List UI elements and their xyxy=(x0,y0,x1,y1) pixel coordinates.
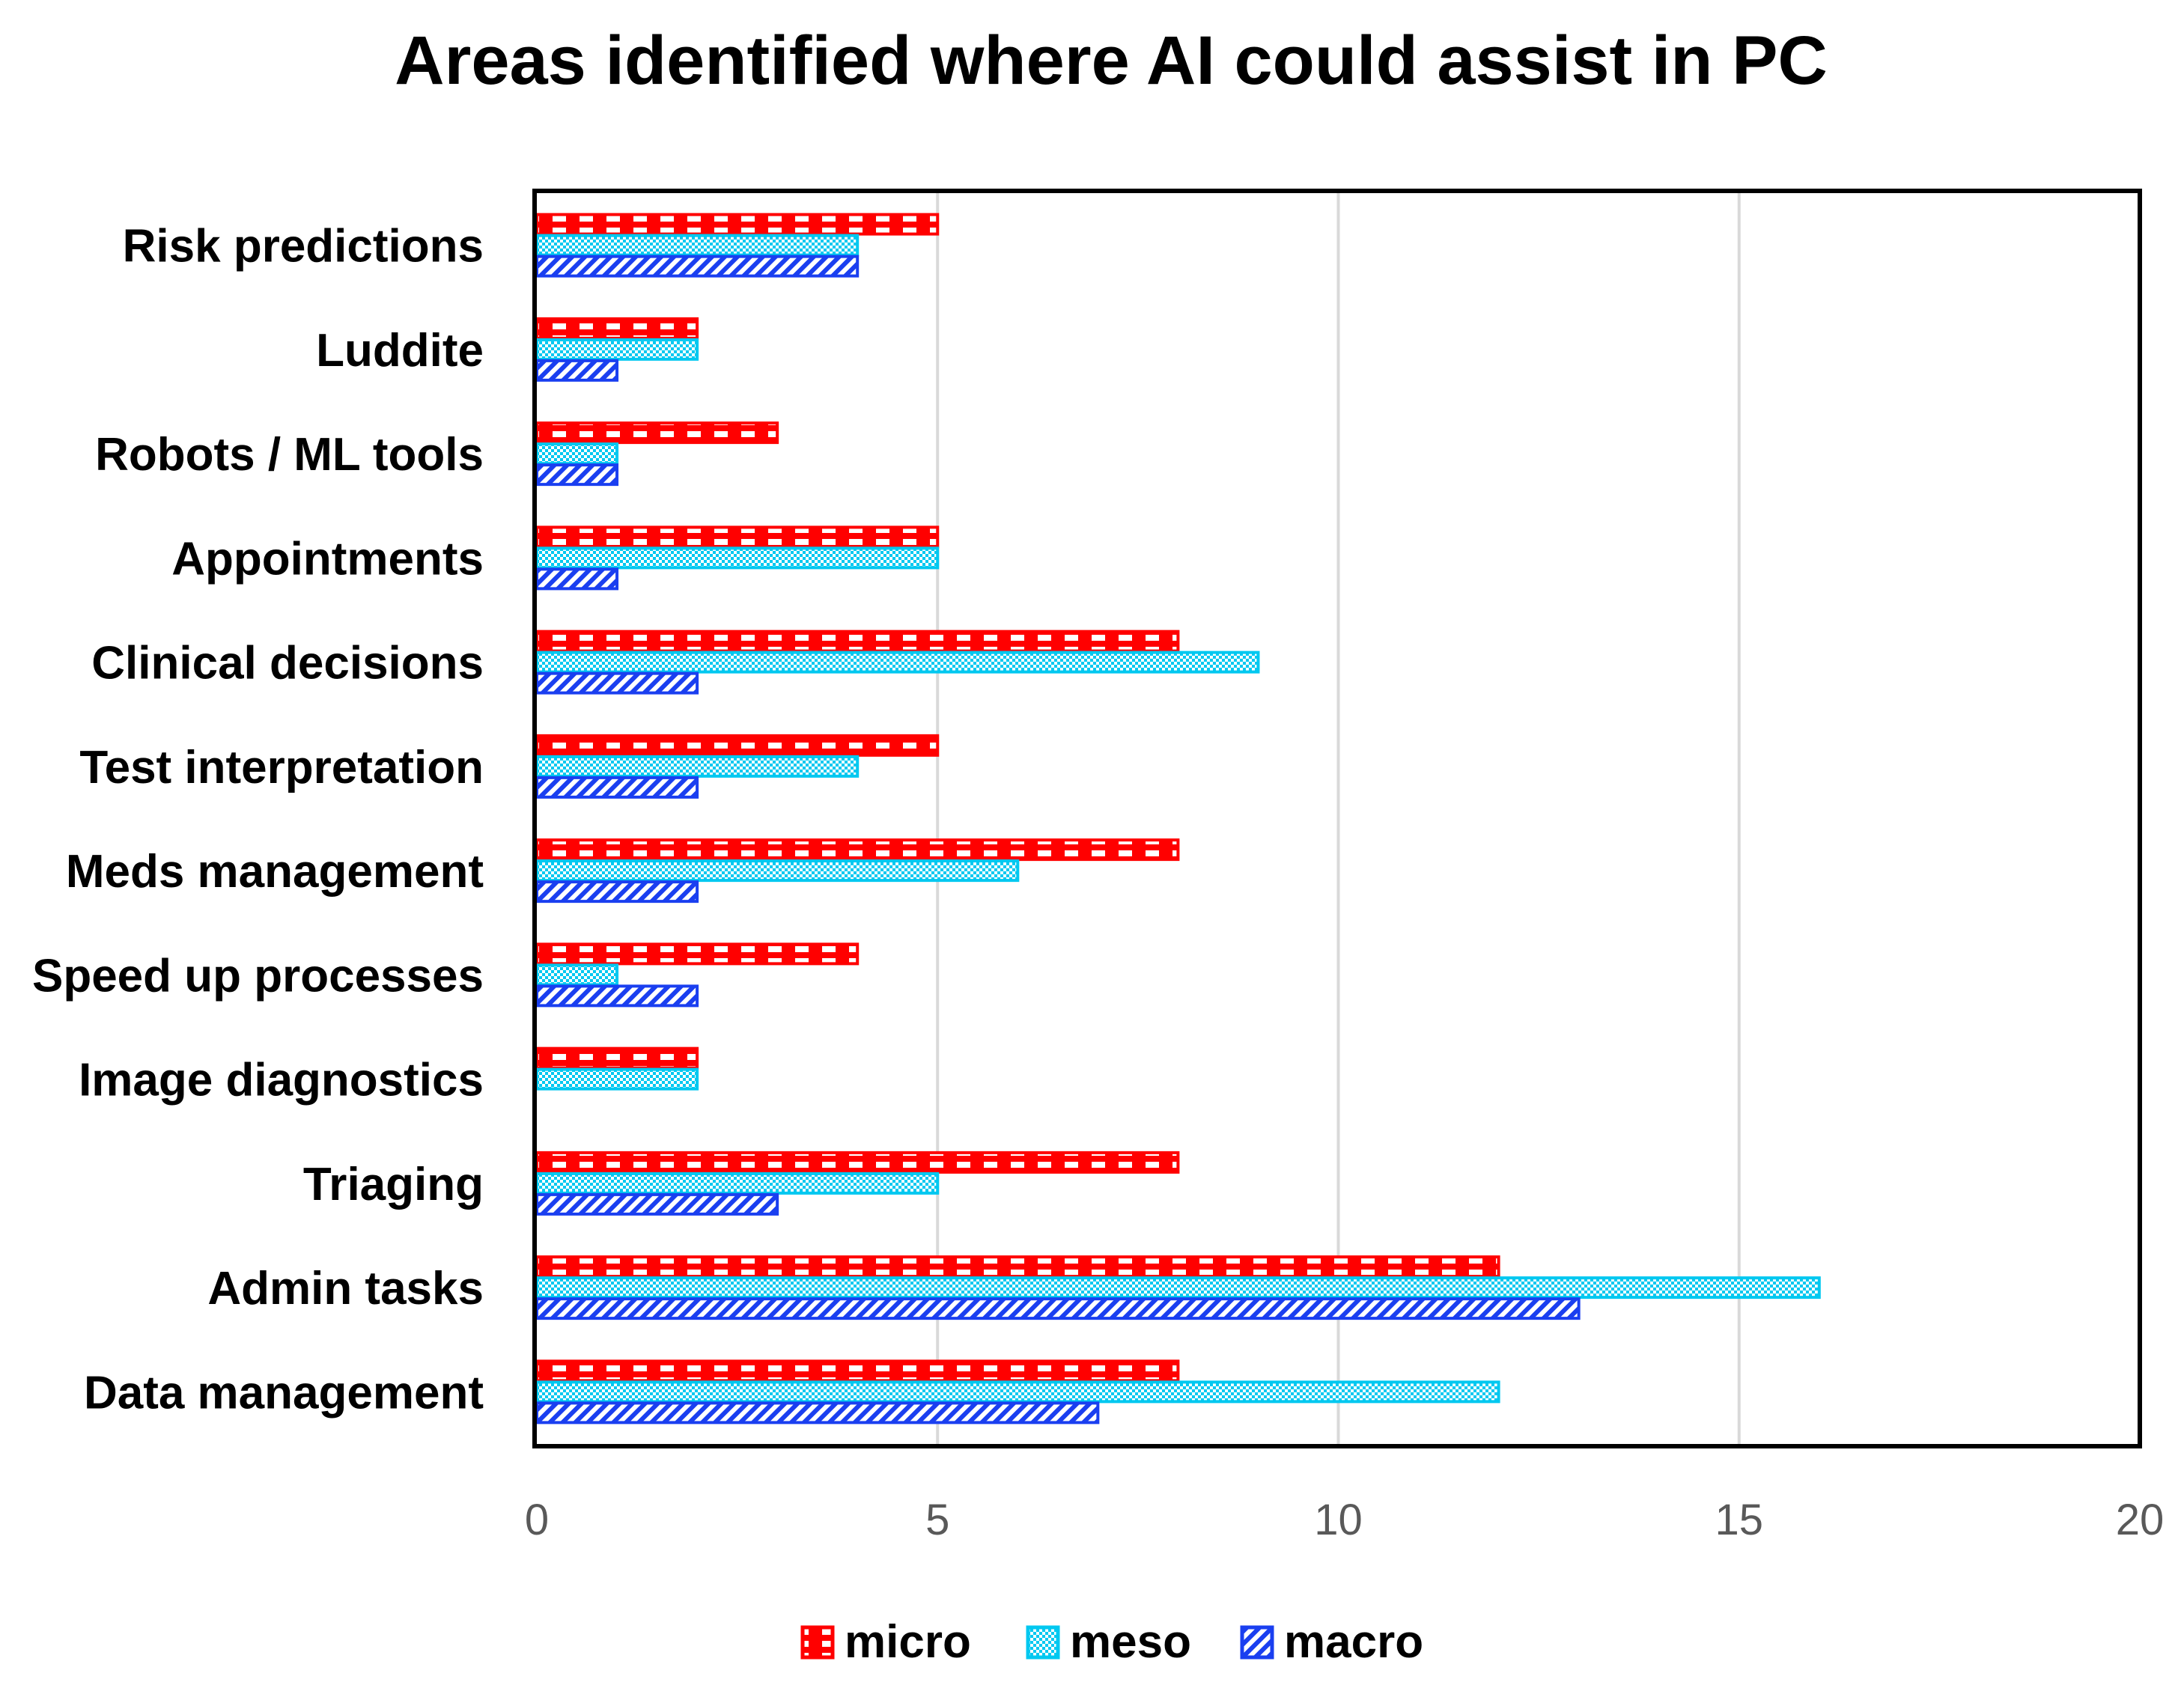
category-label: Meds management xyxy=(66,846,484,898)
bar-macro xyxy=(535,567,619,591)
bar-macro xyxy=(535,1192,779,1216)
bar-micro xyxy=(535,942,860,966)
x-tick-label: 0 xyxy=(525,1496,549,1544)
bar-meso xyxy=(535,1276,1821,1299)
bar-macro xyxy=(535,671,699,695)
bar-macro xyxy=(535,359,619,382)
legend-swatch-micro xyxy=(800,1625,835,1660)
bar-meso xyxy=(535,1067,699,1091)
bar-meso xyxy=(535,234,860,257)
bar-micro xyxy=(535,213,940,236)
bar-meso xyxy=(535,859,1020,883)
category-label: Speed up processes xyxy=(32,950,484,1002)
bar-micro xyxy=(535,630,1180,653)
bar-meso xyxy=(535,1380,1500,1404)
bar-micro xyxy=(535,525,940,549)
category-label: Data management xyxy=(84,1367,484,1419)
category-label: Appointments xyxy=(171,533,484,585)
legend-label-macro: macro xyxy=(1284,1616,1423,1668)
category-labels: Risk predictions Luddite Robots / ML tools… xyxy=(32,221,484,1419)
bar-macro xyxy=(535,463,619,487)
bar-meso xyxy=(535,650,1260,674)
bar-macro xyxy=(535,880,699,904)
x-tick-label: 10 xyxy=(1314,1496,1363,1544)
bar-micro xyxy=(535,1255,1500,1279)
bar-micro xyxy=(535,1151,1180,1174)
bar-macro xyxy=(535,1401,1100,1425)
chart-title: Areas identified where AI could assist i… xyxy=(395,22,1828,99)
legend-swatch-macro xyxy=(1240,1625,1274,1660)
bar-macro xyxy=(535,776,699,799)
bar-macro xyxy=(535,255,860,278)
bar-micro xyxy=(535,1046,699,1070)
bar-meso xyxy=(535,338,699,361)
category-label: Luddite xyxy=(316,325,484,377)
bars xyxy=(535,213,1821,1425)
plot-area-border xyxy=(532,189,2142,1448)
legend-label-meso: meso xyxy=(1070,1616,1191,1668)
category-label: Robots / ML tools xyxy=(95,429,484,481)
legend-swatch-meso xyxy=(1026,1625,1060,1660)
bar-micro xyxy=(535,734,940,757)
category-label: Triaging xyxy=(303,1159,484,1210)
bar-meso xyxy=(535,755,860,778)
category-label: Risk predictions xyxy=(123,221,484,272)
bar-macro xyxy=(535,984,699,1008)
legend: micro meso macro xyxy=(800,1616,1423,1668)
gridlines xyxy=(936,193,1741,1444)
bar-meso xyxy=(535,546,940,570)
bar-macro xyxy=(535,1297,1581,1320)
bar-micro xyxy=(535,317,699,340)
x-tick-label: 20 xyxy=(2116,1496,2165,1544)
bar-micro xyxy=(535,1359,1180,1383)
category-label: Clinical decisions xyxy=(91,638,484,689)
x-tick-label: 15 xyxy=(1715,1496,1763,1544)
category-label: Admin tasks xyxy=(207,1263,484,1314)
category-label: Test interpretation xyxy=(79,742,484,793)
bar-micro xyxy=(535,838,1180,862)
x-tick-label: 5 xyxy=(925,1496,949,1544)
bar-micro xyxy=(535,421,779,445)
bar-meso xyxy=(535,963,619,987)
bar-meso xyxy=(535,442,619,466)
legend-label-micro: micro xyxy=(845,1616,971,1668)
x-tick-labels: 0 5 10 15 20 xyxy=(525,1496,2164,1544)
bar-meso xyxy=(535,1171,940,1195)
category-label: Image diagnostics xyxy=(79,1055,484,1106)
